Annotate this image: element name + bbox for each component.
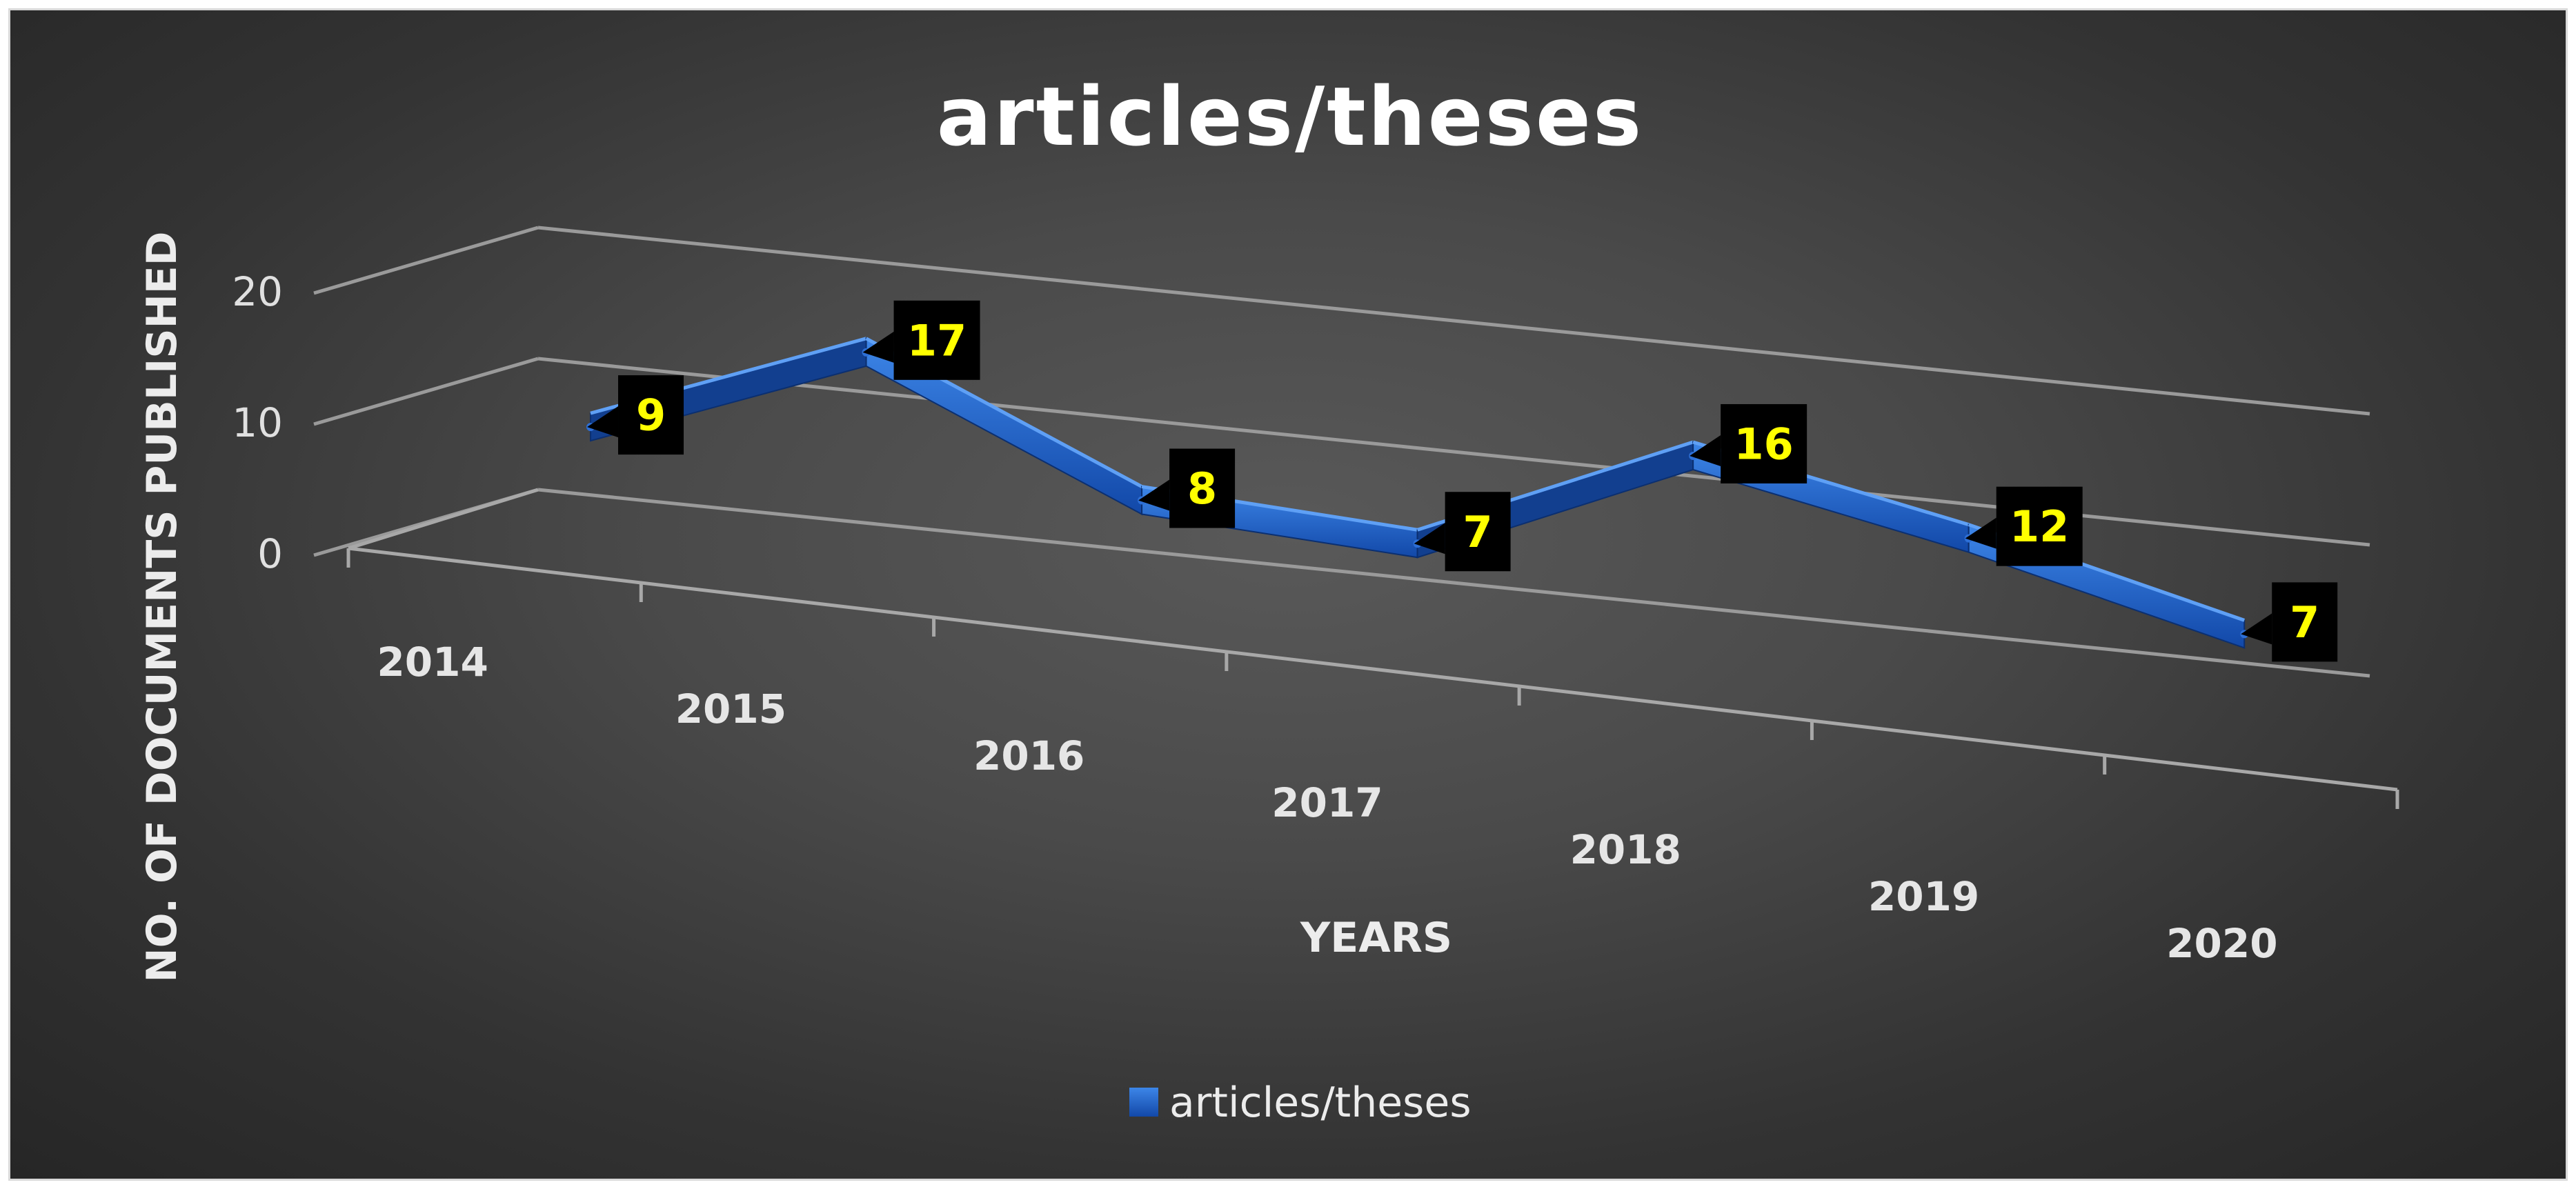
data-label-box <box>1445 492 1511 572</box>
data-label: 9 <box>587 375 684 455</box>
gridline <box>313 226 539 295</box>
gridline <box>537 488 2370 678</box>
data-label: 7 <box>1414 492 1511 572</box>
data-label-pointer <box>587 406 619 438</box>
y-tick-label: 10 <box>232 399 283 446</box>
data-label-box <box>893 300 980 380</box>
data-label-box <box>1996 486 2083 566</box>
chart-area: articles/theses 0 10 20 2014 2015 2016 2017 20… <box>8 8 2568 1181</box>
data-label-value: 16 <box>1734 419 1794 469</box>
x-tick-label: 2016 <box>973 732 1084 779</box>
x-tick-label: 2020 <box>2166 920 2277 967</box>
legend-label: articles/theses <box>1169 1079 1472 1127</box>
x-axis-ticks: 2014 2015 2016 2017 2018 2019 2020 <box>377 639 2277 967</box>
data-label-value: 12 <box>2010 501 2069 552</box>
data-label-pointer <box>1965 517 1997 549</box>
data-label: 16 <box>1690 403 1807 483</box>
y-tick-label: 20 <box>232 268 283 315</box>
data-label-value: 7 <box>2290 597 2319 648</box>
gridline <box>537 226 2370 416</box>
data-label: 17 <box>862 300 980 380</box>
data-label-value: 9 <box>636 390 666 441</box>
x-tick-label: 2014 <box>377 639 488 686</box>
legend: articles/theses <box>1129 1079 1472 1127</box>
data-label: 12 <box>1965 486 2083 566</box>
data-label-value: 7 <box>1463 507 1493 557</box>
data-labels: 9 17 8 7 16 12 7 <box>587 300 2338 662</box>
data-label-value: 8 <box>1187 463 1217 514</box>
chart-title: articles/theses <box>937 69 1643 164</box>
x-tick-label: 2018 <box>1570 826 1681 873</box>
x-tick-label: 2017 <box>1271 779 1383 826</box>
gridlines <box>313 226 2399 809</box>
data-label-value: 17 <box>907 315 967 366</box>
data-label-pointer <box>862 331 894 363</box>
legend-swatch <box>1129 1088 1158 1117</box>
data-label-box <box>1721 403 1807 483</box>
data-label: 7 <box>2241 582 2338 662</box>
data-label-pointer <box>1138 479 1170 511</box>
data-label-box <box>2272 582 2338 662</box>
data-label-box <box>1169 448 1236 528</box>
y-axis-title: NO. OF DOCUMENTS PUBLISHED <box>138 231 186 982</box>
data-label-pointer <box>2241 613 2272 645</box>
y-axis-ticks: 0 10 20 <box>232 268 283 577</box>
floor-side-line <box>348 488 539 550</box>
y-tick-label: 0 <box>257 530 283 577</box>
data-label-box <box>618 375 684 455</box>
gridline <box>313 357 539 426</box>
x-tick-label: 2019 <box>1868 873 1979 920</box>
data-label-pointer <box>1414 523 1445 554</box>
x-tick-label: 2015 <box>675 686 786 732</box>
x-axis-title: YEARS <box>1300 914 1452 962</box>
x-axis-line <box>348 546 2398 792</box>
data-label-pointer <box>1690 434 1721 466</box>
data-label: 8 <box>1138 448 1236 528</box>
